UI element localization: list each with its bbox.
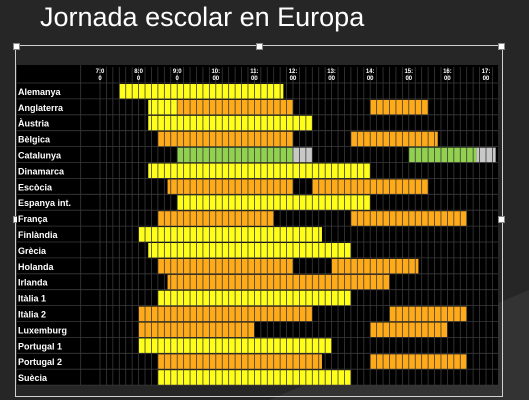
row-label: Dinamarca xyxy=(18,166,65,176)
schedule-segment xyxy=(331,258,419,274)
row-label: Luxemburg xyxy=(18,325,67,335)
x-tick-label: 7:0 xyxy=(96,69,105,75)
schedule-segment xyxy=(148,243,351,258)
row-label: Catalunya xyxy=(18,151,62,161)
resize-handle-top-left[interactable] xyxy=(13,43,20,50)
row-label: Holanda xyxy=(18,262,54,272)
x-tick-label: 00 xyxy=(405,76,412,82)
x-tick-label: 8:0 xyxy=(134,69,143,75)
x-tick-label: 0 xyxy=(176,76,180,82)
x-tick-label: 10: xyxy=(211,69,220,75)
row-label: Espanya int. xyxy=(18,198,71,208)
schedule-segment xyxy=(167,274,313,290)
schedule-segment xyxy=(167,179,293,195)
x-tick-label: 0 xyxy=(98,76,102,82)
row-label: Itàlia 2 xyxy=(18,310,46,320)
row-label: Suècia xyxy=(18,373,48,383)
x-tick-label: 00 xyxy=(367,76,374,82)
x-tick-label: 00 xyxy=(483,76,490,82)
resize-handle-right[interactable] xyxy=(498,216,505,223)
row-label: Alemanya xyxy=(18,87,62,97)
x-tick-label: 13: xyxy=(327,69,336,75)
resize-handle-top[interactable] xyxy=(256,43,263,50)
schedule-segment xyxy=(370,354,467,370)
row-label: Portugal 2 xyxy=(18,357,62,367)
x-tick-label: 11: xyxy=(250,69,258,75)
schedule-segment xyxy=(148,99,178,115)
x-tick-label: 9:0 xyxy=(173,69,182,75)
row-label: Escòcia xyxy=(18,182,53,192)
schedule-segment xyxy=(119,84,284,99)
x-tick-label: 00 xyxy=(212,76,219,82)
x-tick-label: 12: xyxy=(289,69,298,75)
row-label: Àustria xyxy=(18,119,50,129)
x-tick-label: 14: xyxy=(366,69,375,75)
row-label: Irlanda xyxy=(18,278,49,288)
x-tick-label: 00 xyxy=(328,76,335,82)
schedule-segment xyxy=(157,354,322,370)
schedule-segment xyxy=(138,306,313,322)
schedule-segment xyxy=(157,258,293,274)
row-label: Bèlgica xyxy=(18,135,51,145)
schedule-segment xyxy=(350,131,438,147)
schedule-segment xyxy=(408,147,477,163)
row-label: França xyxy=(18,214,49,224)
schedule-segment xyxy=(157,131,293,147)
row-label: Anglaterra xyxy=(18,103,64,113)
x-tick-label: 00 xyxy=(290,76,297,82)
x-tick-label: 16: xyxy=(443,69,452,75)
x-tick-label: 17: xyxy=(482,69,491,75)
x-tick-label: 00 xyxy=(251,76,258,82)
schedule-segment xyxy=(138,227,322,242)
chart-selection-frame[interactable] xyxy=(13,43,505,397)
row-label: Portugal 1 xyxy=(18,341,62,351)
schedule-segment xyxy=(148,163,371,179)
schedule-segment xyxy=(370,99,429,115)
row-label: Itàlia 1 xyxy=(18,294,46,304)
x-tick-label: 15: xyxy=(404,69,413,75)
schedule-segment xyxy=(293,147,313,163)
resize-handle-top-right[interactable] xyxy=(498,43,505,50)
slide-title: Jornada escolar en Europa xyxy=(40,2,365,32)
row-label: Finlàndia xyxy=(18,230,58,240)
row-label: Grècia xyxy=(18,246,47,256)
schedule-segment xyxy=(148,115,313,131)
x-tick-label: 0 xyxy=(137,76,141,82)
x-tick-label: 00 xyxy=(444,76,451,82)
